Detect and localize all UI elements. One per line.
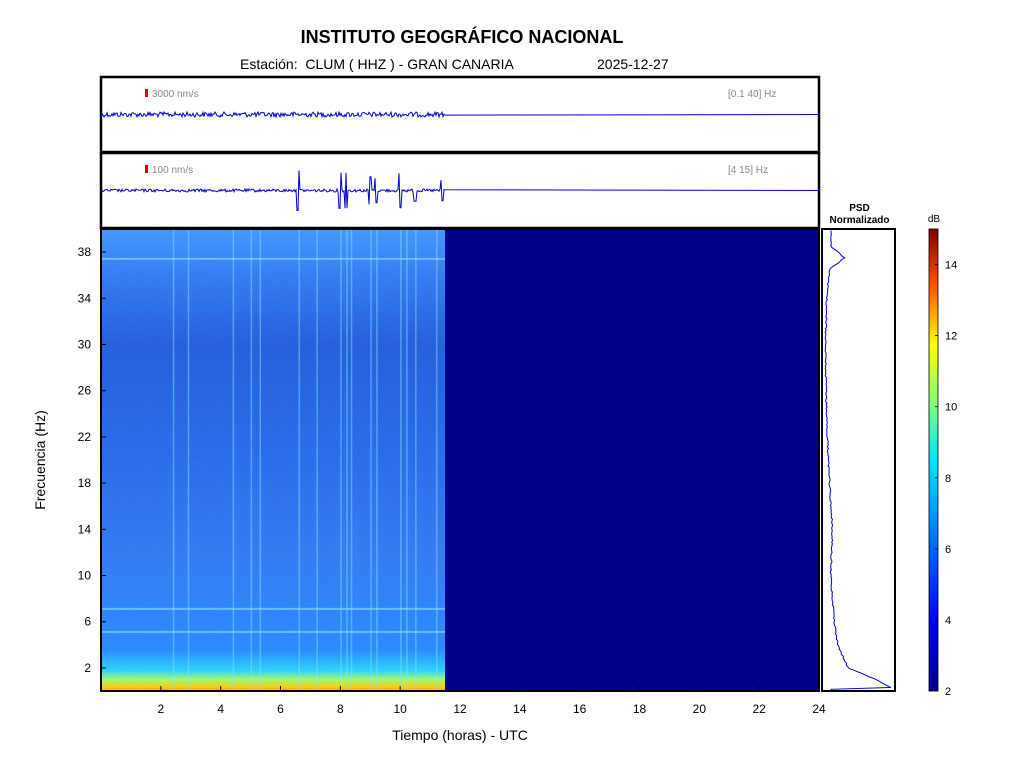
event-streak <box>172 229 175 691</box>
event-streak <box>316 229 318 691</box>
event-streak <box>350 229 353 691</box>
y-tick-label: 30 <box>78 338 92 352</box>
colorbar-unit-label: dB <box>928 214 941 225</box>
y-axis-label: Frecuencia (Hz) <box>32 410 48 510</box>
event-streak <box>400 229 402 691</box>
event-streak <box>370 229 372 691</box>
psd-title: PSD <box>849 203 870 214</box>
tonal-band <box>101 630 446 633</box>
x-tick-label: 2 <box>157 702 164 716</box>
colorbar-gradient <box>928 228 939 692</box>
psd-frame <box>821 228 896 692</box>
x-tick-label: 8 <box>337 702 344 716</box>
event-streak <box>232 229 235 691</box>
date-label: 2025-12-27 <box>597 56 669 72</box>
event-streak <box>436 229 438 691</box>
event-streak <box>406 229 408 691</box>
spectrogram-noise <box>101 229 446 691</box>
y-tick-label: 26 <box>78 384 92 398</box>
colorbar-tick-label: 4 <box>945 615 951 627</box>
x-tick-label: 16 <box>573 702 587 716</box>
scale-bar <box>145 165 148 173</box>
colorbar-tick-label: 8 <box>945 473 951 485</box>
y-tick-label: 18 <box>78 476 92 490</box>
event-streak <box>340 229 342 691</box>
y-tick-label: 38 <box>78 245 92 259</box>
event-streak <box>250 229 253 691</box>
x-tick-label: 18 <box>633 702 647 716</box>
trace-scale-label: 100 nm/s <box>152 165 193 176</box>
station-label: Estación: CLUM ( HHZ ) - GRAN CANARIA <box>240 56 514 72</box>
axes-labels: 2 4 6 8 10 12 14 16 18 20 22 24261014182226303438Ti… <box>32 245 826 743</box>
x-tick-label: 20 <box>693 702 707 716</box>
x-tick-label: 4 <box>217 702 224 716</box>
event-streak <box>298 229 300 691</box>
colorbar-tick-label: 10 <box>945 402 957 414</box>
y-tick-label: 10 <box>78 569 92 583</box>
scale-bar <box>145 89 148 97</box>
x-axis-label: Tiempo (horas) - UTC <box>392 727 528 743</box>
event-streak <box>187 229 190 691</box>
event-streak <box>346 229 348 691</box>
x-tick-label: 22 <box>752 702 766 716</box>
x-tick-label: 10 <box>393 702 407 716</box>
y-tick-label: 6 <box>84 615 91 629</box>
trace-band-label: [0.1 40] Hz <box>728 89 776 100</box>
tonal-band <box>101 607 446 610</box>
y-tick-label: 34 <box>78 291 92 305</box>
trace-line <box>100 170 820 211</box>
event-streak <box>415 229 417 691</box>
psd-subtitle: Normalizado <box>829 215 889 226</box>
x-tick-label: 24 <box>812 702 826 716</box>
y-tick-label: 2 <box>84 661 91 675</box>
colorbar-tick-label: 6 <box>945 544 951 556</box>
x-tick-label: 12 <box>453 702 467 716</box>
trace-panel-broadband: 3000 nm/s [0.1 40] Hz <box>99 75 821 154</box>
event-streak <box>259 229 262 691</box>
y-tick-label: 14 <box>78 522 92 536</box>
trace-line <box>100 110 820 119</box>
colorbar-tick-label: 2 <box>945 686 951 698</box>
x-tick-label: 14 <box>513 702 527 716</box>
colorbar-tick-label: 12 <box>945 331 957 343</box>
colorbar: 2 4 6 8 10 12 14 dB <box>928 214 957 698</box>
tonal-band <box>101 257 446 260</box>
spectrogram-panel <box>100 228 820 692</box>
event-streak <box>376 229 378 691</box>
psd-curve <box>824 230 892 691</box>
page-title: INSTITUTO GEOGRÁFICO NACIONAL <box>300 27 624 47</box>
y-tick-label: 22 <box>78 430 92 444</box>
colorbar-tick-label: 14 <box>945 260 957 272</box>
trace-band-label: [4 15] Hz <box>728 165 768 176</box>
trace-panel-filtered: 100 nm/s [4 15] Hz <box>99 151 821 230</box>
trace-scale-label: 3000 nm/s <box>152 89 199 100</box>
x-tick-label: 6 <box>277 702 284 716</box>
